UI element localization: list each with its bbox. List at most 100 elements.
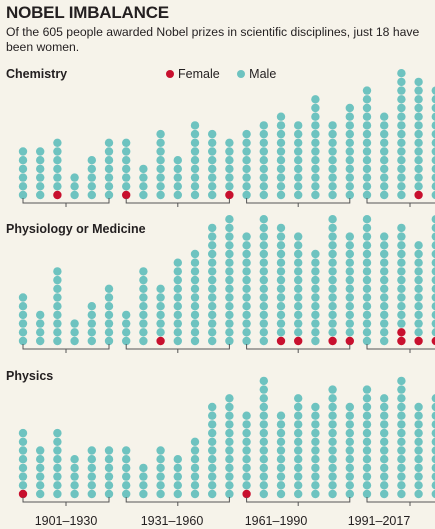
male-laureate-dot (397, 77, 406, 87)
male-laureate-dot (242, 328, 251, 337)
male-laureate-dot (190, 164, 200, 174)
male-laureate-dot (362, 284, 372, 293)
male-laureate-dot (397, 147, 406, 156)
male-laureate-dot (414, 293, 423, 302)
male-laureate-dot (397, 86, 406, 95)
male-laureate-dot (190, 472, 200, 481)
panel-label-physics: Physics (6, 369, 54, 383)
female-laureate-dot (414, 190, 423, 200)
male-laureate-dot (70, 182, 79, 191)
male-laureate-dot (345, 173, 354, 182)
male-laureate-dot (18, 293, 28, 302)
male-laureate-dot (156, 182, 165, 191)
male-laureate-dot (225, 182, 234, 191)
male-laureate-dot (36, 489, 45, 499)
female-laureate-dot (397, 336, 406, 346)
male-laureate-dot (225, 138, 234, 147)
male-laureate-dot (156, 138, 165, 147)
male-laureate-dot (414, 147, 423, 156)
male-laureate-dot (328, 258, 337, 267)
male-laureate-dot (156, 284, 165, 293)
male-laureate-dot (414, 129, 423, 139)
male-laureate-dot (414, 472, 423, 481)
male-laureate-dot (311, 156, 320, 165)
male-laureate-dot (345, 138, 354, 147)
male-laureate-dot (53, 428, 62, 438)
male-laureate-dot (18, 336, 28, 346)
male-laureate-dot (345, 437, 354, 446)
decade-bracket (125, 198, 230, 207)
male-laureate-dot (380, 394, 389, 403)
male-laureate-dot (156, 310, 165, 320)
male-laureate-dot (345, 455, 354, 464)
male-laureate-dot (173, 463, 182, 473)
female-laureate-dot (276, 336, 286, 346)
male-laureate-dot (276, 481, 286, 490)
male-laureate-dot (259, 164, 268, 174)
male-laureate-dot (156, 293, 165, 302)
male-laureate-dot (431, 275, 435, 285)
male-laureate-dot (225, 481, 234, 490)
male-laureate-dot (345, 147, 354, 156)
male-laureate-dot (431, 95, 435, 104)
male-laureate-dot (397, 319, 406, 328)
male-laureate-dot (139, 472, 148, 481)
male-laureate-dot (53, 275, 62, 285)
male-laureate-dot (242, 164, 251, 174)
male-laureate-dot (259, 147, 268, 156)
male-laureate-dot (397, 428, 406, 438)
male-laureate-dot (276, 112, 286, 121)
male-laureate-dot (345, 267, 354, 276)
male-laureate-dot (18, 147, 28, 156)
male-laureate-dot (242, 275, 251, 285)
male-laureate-dot (122, 138, 131, 147)
male-laureate-dot (311, 428, 320, 438)
male-laureate-dot (345, 302, 354, 311)
male-laureate-dot (414, 446, 423, 455)
male-laureate-dot (431, 446, 435, 455)
male-laureate-dot (397, 182, 406, 191)
male-laureate-dot (294, 310, 303, 320)
male-laureate-dot (380, 293, 389, 302)
male-laureate-dot (190, 173, 200, 182)
male-laureate-dot (431, 420, 435, 429)
male-laureate-dot (190, 328, 200, 337)
male-laureate-dot (431, 481, 435, 490)
male-laureate-dot (242, 258, 251, 267)
male-laureate-dot (156, 328, 165, 337)
male-laureate-dot (259, 129, 268, 139)
male-laureate-dot (380, 428, 389, 438)
male-laureate-dot (362, 472, 372, 481)
male-laureate-dot (328, 402, 337, 412)
male-laureate-dot (276, 284, 286, 293)
male-laureate-dot (294, 147, 303, 156)
male-laureate-dot (414, 249, 423, 259)
male-laureate-dot (190, 121, 200, 130)
male-laureate-dot (173, 472, 182, 481)
male-laureate-dot (18, 173, 28, 182)
male-laureate-dot (190, 446, 200, 455)
male-laureate-dot (87, 302, 97, 311)
legend-item-female: Female (166, 67, 220, 81)
male-laureate-dot (362, 319, 372, 328)
male-laureate-dot (225, 446, 234, 455)
male-laureate-dot (362, 258, 372, 267)
male-laureate-dot (294, 258, 303, 267)
male-laureate-dot (139, 293, 148, 302)
male-laureate-dot (362, 232, 372, 241)
male-laureate-dot (173, 275, 182, 285)
male-laureate-dot (311, 319, 320, 328)
male-laureate-dot (173, 293, 182, 302)
male-laureate-dot (225, 402, 234, 412)
male-laureate-dot (208, 319, 217, 328)
male-laureate-dot (362, 437, 372, 446)
male-laureate-dot (208, 223, 217, 233)
male-laureate-dot (345, 190, 354, 200)
male-laureate-dot (431, 147, 435, 156)
male-laureate-dot (345, 103, 354, 113)
male-laureate-dot (208, 129, 217, 139)
male-laureate-dot (208, 249, 217, 259)
male-laureate-dot (259, 284, 268, 293)
male-laureate-dot (362, 481, 372, 490)
male-laureate-dot (431, 223, 435, 233)
